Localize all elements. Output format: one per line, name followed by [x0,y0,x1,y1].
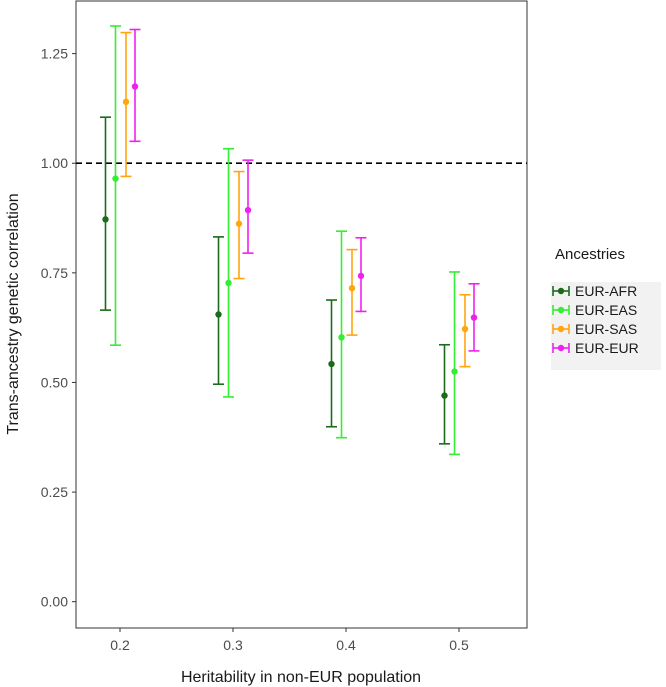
data-point [328,360,335,368]
y-tick-label: 1.25 [41,46,68,62]
data-point [131,83,139,90]
x-axis-title: Heritability in non-EUR population [181,669,421,686]
data-point [357,272,365,280]
legend-key-point [557,344,565,352]
plot-panel [75,0,528,629]
series-layer [100,25,480,456]
x-tick-label: 0.3 [223,637,243,653]
legend-key-eur-afr [552,286,570,296]
legend-key-eur-eur [552,343,570,353]
data-point [244,206,252,214]
data-point [235,220,243,227]
series-eur-eas [110,25,460,456]
legend-label: EUR-EAS [575,302,637,318]
data-point [348,284,356,292]
data-point [122,98,130,106]
y-tick-label: 0.50 [41,374,68,390]
legend-key-eur-eas [552,305,570,315]
series-eur-afr [100,116,450,445]
data-point [215,311,222,318]
series-eur-sas [120,31,471,368]
legend-label: EUR-SAS [575,321,637,337]
data-point [441,392,448,399]
legend-key-point [557,325,565,333]
legend-key-point [557,287,565,295]
data-point [338,334,345,341]
legend: Ancestries EUR-AFR EUR-EAS EUR-SAS EUR-EUR [551,246,661,370]
data-point [102,216,109,223]
y-tick-label: 0.00 [41,594,68,610]
legend-key-point [557,306,565,314]
legend-label: EUR-AFR [575,283,637,299]
x-tick-label: 0.2 [110,637,130,653]
y-tick-label: 0.25 [41,484,68,500]
x-tick-label: 0.5 [449,637,469,653]
data-point [451,368,458,375]
series-eur-eur [129,28,480,352]
y-axis-title: Trans-ancestry genetic correlation [5,193,22,434]
y-tick-label: 1.00 [41,155,68,171]
data-point [461,325,469,333]
data-point [470,314,478,321]
legend-title: Ancestries [555,246,625,263]
x-tick-label: 0.4 [336,637,356,653]
y-axis: 0.00 0.25 0.50 0.75 1.00 1.25 [41,46,76,610]
data-point [225,279,232,287]
legend-key-eur-sas [552,324,570,334]
y-tick-label: 0.75 [41,265,68,281]
x-axis: 0.2 0.3 0.4 0.5 [110,628,469,653]
legend-label: EUR-EUR [575,340,639,356]
data-point [112,175,119,182]
